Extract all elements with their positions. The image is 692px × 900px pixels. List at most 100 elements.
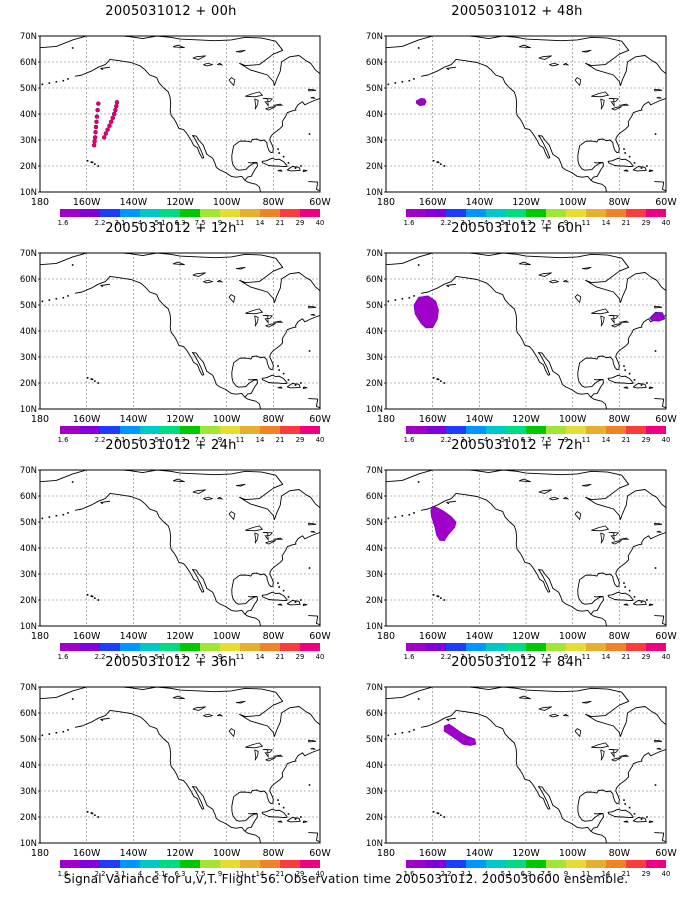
lon-label: 100W [559, 414, 587, 425]
colorbar-label: 14 [602, 436, 611, 444]
colorbar-swatch [80, 209, 100, 217]
colorbar-swatch [646, 209, 666, 217]
lat-label: 70N [366, 32, 383, 42]
colorbar-label: 2.2 [95, 436, 106, 444]
colorbar-label: 7.5 [195, 870, 206, 878]
colorbar-label: 6.3 [521, 436, 532, 444]
colorbar-swatch [626, 643, 646, 651]
colorbar: 1.6 2.2 3.1 4 5.1 6.3 7.5 9 11 14 21 29 40 [404, 426, 670, 444]
colorbar-label: 40 [316, 870, 325, 878]
observation-point [105, 127, 110, 132]
colorbar-label: 9 [218, 219, 222, 227]
observation-point [94, 114, 100, 119]
colorbar-swatch [60, 426, 80, 434]
coastline [40, 470, 320, 626]
lat-label: 40N [366, 327, 383, 337]
lat-label: 30N [366, 136, 383, 146]
colorbar: 1.6 2.2 3.1 4 5.1 6.3 7.5 9 11 14 21 29 40 [58, 209, 324, 227]
lat-label: 60N [20, 58, 37, 68]
colorbar-label: 9 [218, 436, 222, 444]
lat-label: 70N [366, 466, 383, 476]
colorbar-swatch [300, 426, 320, 434]
colorbar-label: 11 [582, 219, 591, 227]
colorbar-label: 6.3 [175, 653, 186, 661]
lon-label: 120W [166, 631, 194, 642]
colorbar-label: 14 [256, 436, 265, 444]
signal-variance-field [413, 295, 666, 329]
colorbar-swatch [466, 209, 486, 217]
lon-label: 140W [120, 197, 148, 208]
lon-label: 100W [213, 414, 241, 425]
lon-label: 60W [309, 197, 331, 208]
colorbar-swatch [100, 860, 120, 868]
coastline [386, 36, 666, 192]
colorbar-swatch [406, 426, 426, 434]
colorbar-swatch [486, 209, 506, 217]
lat-label: 60N [20, 492, 37, 502]
lon-label: 140W [120, 631, 148, 642]
colorbar-label: 5.1 [501, 219, 512, 227]
colorbar-swatch [526, 209, 546, 217]
observation-point [95, 107, 100, 113]
observation-point [91, 142, 97, 148]
lat-label: 60N [20, 709, 37, 719]
lat-label: 40N [366, 544, 383, 554]
lon-label: 80W [609, 631, 631, 642]
lat-label: 40N [366, 761, 383, 771]
lon-label: 160W [419, 631, 447, 642]
lon-label: 180 [377, 414, 395, 425]
observation-point [108, 119, 114, 125]
colorbar-swatch [426, 209, 446, 217]
lon-label: 120W [166, 414, 194, 425]
colorbar-swatch [646, 426, 666, 434]
colorbar-label: 11 [236, 219, 245, 227]
colorbar-label: 4 [484, 653, 488, 661]
lon-label: 180 [31, 631, 49, 642]
colorbar-swatch [406, 860, 426, 868]
colorbar-label: 9 [564, 870, 568, 878]
lon-label: 60W [655, 197, 677, 208]
colorbar-swatch [200, 209, 220, 217]
colorbar-label: 11 [236, 436, 245, 444]
colorbar: 1.6 2.2 3.1 4 5.1 6.3 7.5 9 11 14 21 29 40 [58, 643, 324, 661]
lat-label: 10N [366, 188, 383, 198]
colorbar-label: 7.5 [195, 436, 206, 444]
colorbar-swatch [506, 860, 526, 868]
colorbar-label: 11 [236, 653, 245, 661]
colorbar-swatch [546, 643, 566, 651]
lat-label: 30N [20, 136, 37, 146]
lat-label: 20N [366, 596, 383, 606]
colorbar-swatch [140, 426, 160, 434]
colorbar-swatch [300, 643, 320, 651]
lat-label: 40N [20, 110, 37, 120]
colorbar-swatch [160, 860, 180, 868]
colorbar-label: 1.6 [58, 219, 69, 227]
lon-label: 80W [609, 414, 631, 425]
colorbar-swatch [446, 643, 466, 651]
lon-label: 160W [73, 848, 101, 859]
colorbar-swatch [280, 860, 300, 868]
lon-label: 140W [120, 848, 148, 859]
colorbar-label: 5.1 [501, 870, 512, 878]
lat-label: 10N [20, 405, 37, 415]
lon-label: 120W [512, 848, 540, 859]
colorbar-swatch [626, 860, 646, 868]
colorbar-swatch [240, 643, 260, 651]
colorbar-swatch [546, 860, 566, 868]
colorbar-label: 4 [138, 653, 142, 661]
map-panel: 2005031012 + 00h 70N 60N 50N 40N 30N 20N 10N 180… [6, 4, 336, 227]
lon-label: 160W [73, 631, 101, 642]
colorbar-label: 11 [582, 436, 591, 444]
observation-point [111, 111, 117, 117]
colorbar-label: 4 [138, 219, 142, 227]
signal-region [649, 311, 666, 322]
colorbar-label: 3.1 [461, 870, 472, 878]
colorbar-label: 6.3 [521, 219, 532, 227]
lat-label: 20N [366, 379, 383, 389]
observation-point [114, 100, 120, 105]
observation-point [96, 101, 101, 106]
lon-label: 180 [31, 197, 49, 208]
lon-label: 80W [263, 848, 285, 859]
colorbar-swatch [626, 426, 646, 434]
